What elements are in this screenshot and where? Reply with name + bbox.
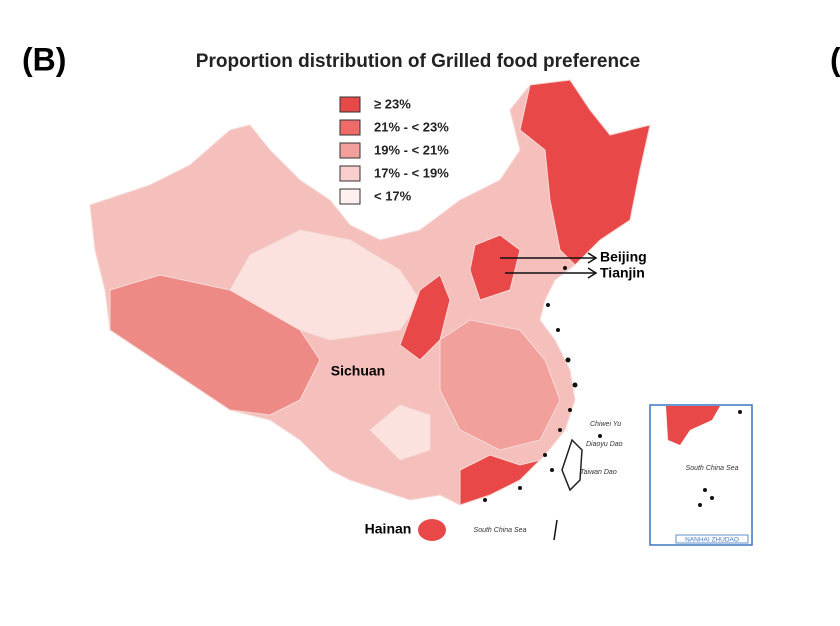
legend-label: 21% - < 23% — [374, 119, 449, 134]
region — [519, 79, 651, 266]
taiwan-island — [561, 438, 583, 492]
map-title: Proportion distribution of Grilled food … — [196, 51, 640, 72]
legend-label: 17% - < 19% — [374, 165, 449, 180]
place-label: Sichuan — [331, 363, 385, 379]
region — [439, 319, 561, 451]
place-label: Taiwan Dao — [580, 469, 617, 476]
place-label: Beijing — [600, 249, 647, 265]
legend-label: ≥ 23% — [374, 96, 411, 111]
hainan-island — [418, 519, 446, 541]
region — [229, 229, 421, 341]
inset-map: South China Sea NANHAI ZHUDAO — [649, 404, 753, 546]
inset-label: NANHAI ZHUDAO — [685, 537, 739, 544]
legend-label: < 17% — [374, 188, 412, 203]
legend-swatch — [339, 119, 361, 136]
region — [109, 274, 321, 416]
legend-swatch — [339, 96, 361, 113]
legend-swatch — [339, 188, 361, 205]
region — [399, 274, 451, 361]
region — [469, 234, 521, 301]
place-label: Diaoyu Dao — [586, 441, 623, 448]
panel-label: (B) — [22, 41, 66, 77]
border-dash — [553, 519, 558, 541]
legend: ≥ 23% 21% - < 23% 19% - < 21% 17% - < 19% < … — [339, 96, 449, 205]
place-label: Chiwei Yu — [590, 421, 621, 428]
legend-swatch — [339, 165, 361, 182]
region — [459, 454, 542, 506]
inset-label: South China Sea — [686, 465, 739, 472]
place-label: Tianjin — [600, 265, 645, 281]
callout-arrows — [500, 252, 598, 279]
place-label: Hainan — [365, 521, 412, 537]
edge-label: ( — [830, 41, 840, 77]
legend-swatch — [339, 142, 361, 159]
china-map — [89, 79, 651, 541]
region — [369, 404, 431, 461]
legend-label: 19% - < 21% — [374, 142, 449, 157]
coastal-dots — [483, 266, 602, 502]
place-label: South China Sea — [474, 527, 527, 534]
